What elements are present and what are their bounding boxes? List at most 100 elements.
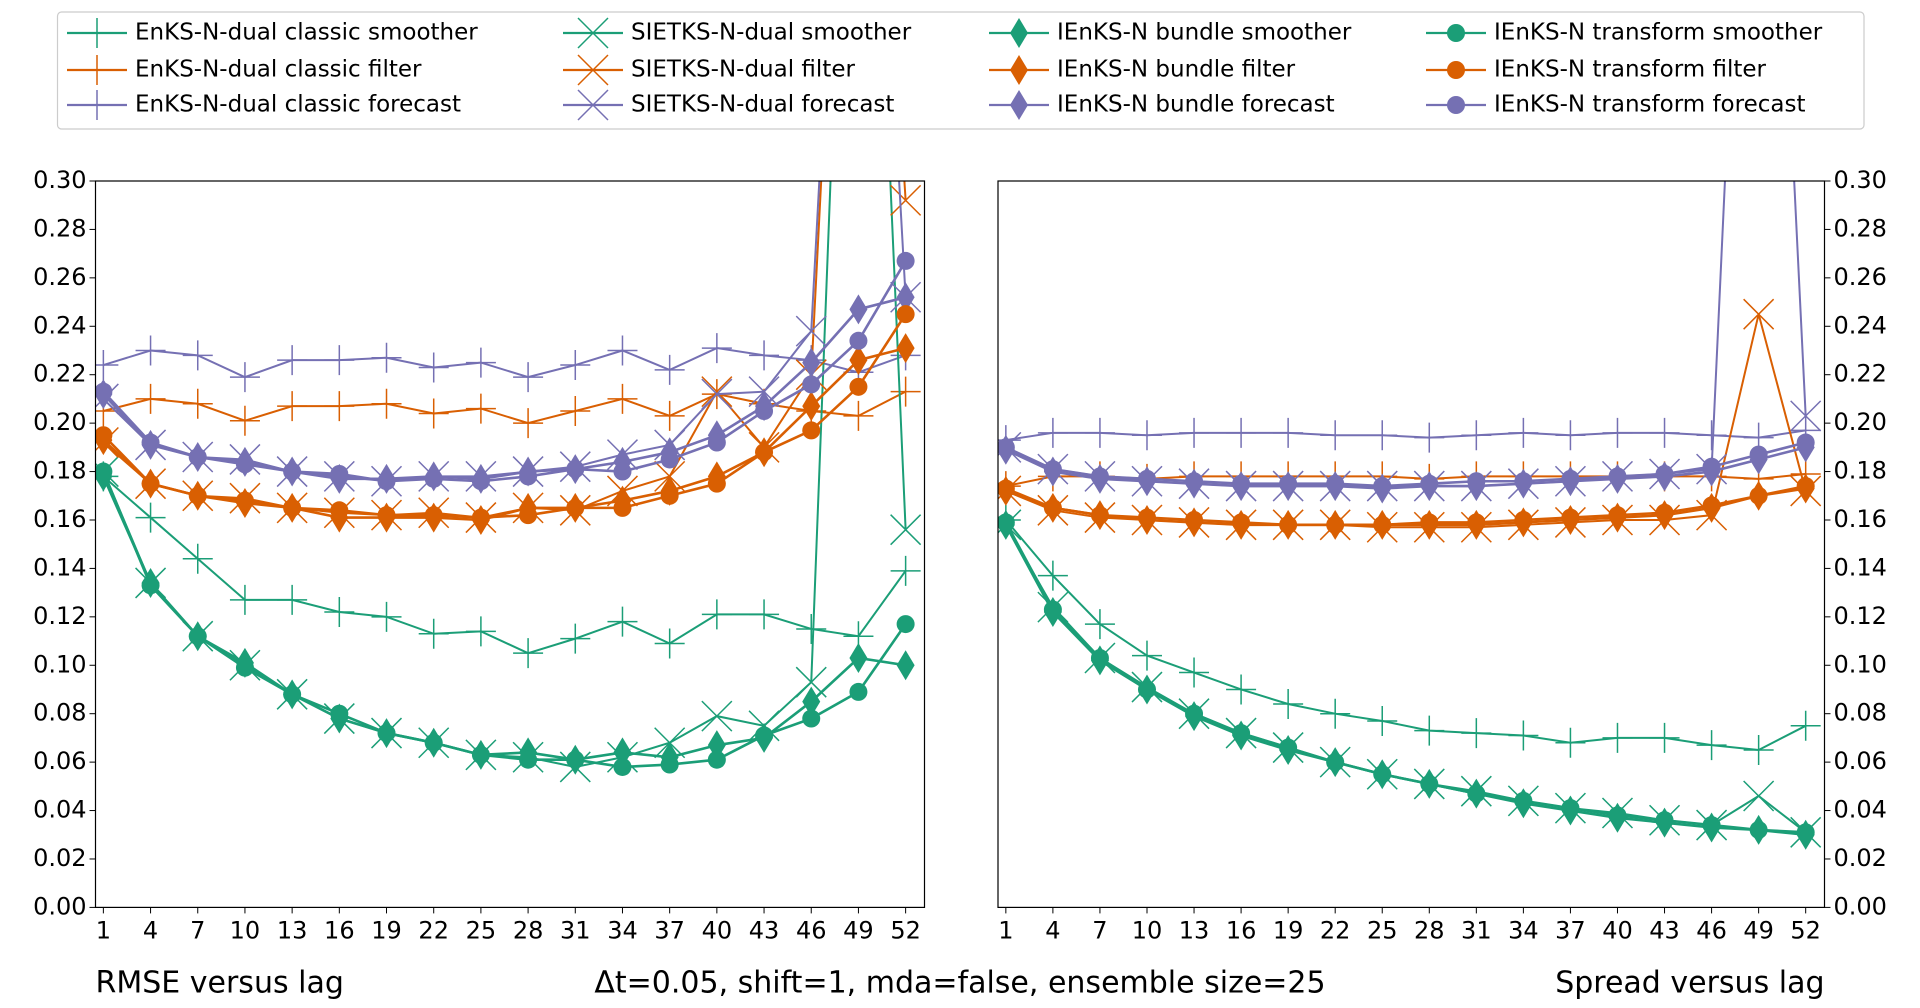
y-tick-label: 0.24 (33, 311, 86, 339)
legend-label: EnKS-N-dual classic forecast (135, 92, 461, 118)
series-line (1005, 313, 1807, 529)
marker-x (701, 700, 733, 732)
y-tick-label: 0.12 (33, 602, 86, 630)
x-tick-label: 7 (1092, 916, 1107, 944)
marker-plus (1226, 417, 1257, 448)
marker-plus (1649, 722, 1680, 753)
marker-plus (654, 628, 685, 659)
x-tick-label: 25 (466, 916, 497, 944)
marker-circle (1608, 806, 1627, 825)
x-tick-label: 22 (1320, 916, 1351, 944)
legend-label: IEnKS-N bundle filter (1057, 57, 1296, 83)
marker-circle (1420, 474, 1439, 493)
marker-plus (513, 408, 544, 439)
marker-circle (566, 460, 585, 479)
marker-plus (135, 383, 166, 414)
marker-plus (1414, 715, 1445, 746)
x-tick-label: 13 (1179, 916, 1210, 944)
marker-circle (1608, 506, 1627, 525)
marker-plus (749, 340, 780, 371)
marker-circle (330, 464, 349, 483)
marker-circle (1420, 774, 1439, 793)
y-tick-label: 0.08 (1834, 699, 1887, 727)
marker-circle (1326, 515, 1345, 534)
y-tick-label: 0.04 (33, 796, 86, 824)
marker-plus (465, 393, 496, 424)
x-tick-label: 4 (143, 916, 158, 944)
marker-circle (95, 462, 113, 481)
marker-circle (1043, 498, 1062, 517)
marker-circle (1796, 433, 1815, 452)
marker-plus (277, 584, 308, 615)
marker-plus (324, 391, 355, 422)
marker-plus (1320, 420, 1351, 451)
marker-plus (229, 362, 260, 393)
x-tick-label: 52 (890, 916, 921, 944)
marker-circle (896, 615, 915, 634)
marker-plus (1037, 560, 1068, 591)
marker-plus (418, 618, 449, 649)
y-tick-label: 0.30 (1834, 166, 1887, 194)
marker-plus (654, 354, 685, 385)
x-tick-label: 43 (749, 916, 780, 944)
series-line (1004, 524, 1806, 837)
marker-plus (229, 405, 260, 436)
marker-circle (283, 462, 302, 481)
marker-circle (1749, 445, 1768, 464)
series-line (1005, 446, 1807, 490)
legend-label: IEnKS-N transform forecast (1494, 92, 1805, 118)
y-tick-label: 0.10 (33, 650, 86, 678)
x-tick-label: 34 (607, 916, 638, 944)
marker-plus (324, 596, 355, 627)
series-line (102, 260, 907, 483)
marker-circle (849, 682, 868, 701)
y-tick-label: 0.10 (1834, 650, 1887, 678)
marker-circle (141, 433, 160, 452)
marker-circle (707, 474, 726, 493)
y-tick-label: 0.22 (1834, 360, 1887, 388)
marker-plus (1508, 417, 1539, 448)
y-tick-label: 0.30 (33, 166, 86, 194)
marker-plus (1273, 689, 1304, 720)
marker-circle (1420, 513, 1439, 532)
plot-area (95, 181, 922, 783)
marker-plus (1649, 417, 1680, 448)
legend-label: EnKS-N-dual classic smoother (135, 20, 478, 46)
y-tick-label: 0.28 (1834, 214, 1887, 242)
marker-circle (141, 474, 160, 493)
marker-circle (1185, 472, 1204, 491)
marker-circle (1373, 515, 1392, 534)
marker-circle (1232, 513, 1251, 532)
marker-circle (1447, 24, 1465, 42)
series-line (102, 346, 906, 522)
y-tick-label: 0.16 (1834, 505, 1887, 533)
marker-circle (95, 382, 113, 401)
legend-label: IEnKS-N bundle smoother (1057, 20, 1352, 46)
legend-label: IEnKS-N bundle forecast (1057, 92, 1335, 118)
marker-circle (566, 498, 585, 517)
marker-plus (1555, 420, 1586, 451)
marker-circle (707, 433, 726, 452)
marker-circle (1655, 503, 1674, 522)
marker-plus (82, 90, 112, 120)
x-tick-label: 49 (843, 916, 874, 944)
marker-plus (1226, 674, 1257, 705)
marker-circle (235, 455, 254, 474)
marker-circle (1279, 474, 1298, 493)
marker-x (890, 184, 922, 216)
y-tick-label: 0.20 (33, 408, 86, 436)
marker-circle (1467, 513, 1486, 532)
marker-circle (1561, 508, 1580, 527)
caption: Δt=0.05, shift=1, mda=false, ensemble si… (594, 966, 1325, 1001)
marker-circle (896, 251, 915, 270)
marker-plus (82, 55, 112, 85)
x-tick-label: 16 (1226, 916, 1257, 944)
y-tick-label: 0.28 (33, 214, 86, 242)
marker-plus (1461, 718, 1492, 749)
axes-frame (997, 180, 1826, 909)
marker-plus (1131, 640, 1162, 671)
series-line (103, 390, 907, 425)
marker-plus (1743, 735, 1774, 766)
marker-plus (607, 335, 638, 366)
